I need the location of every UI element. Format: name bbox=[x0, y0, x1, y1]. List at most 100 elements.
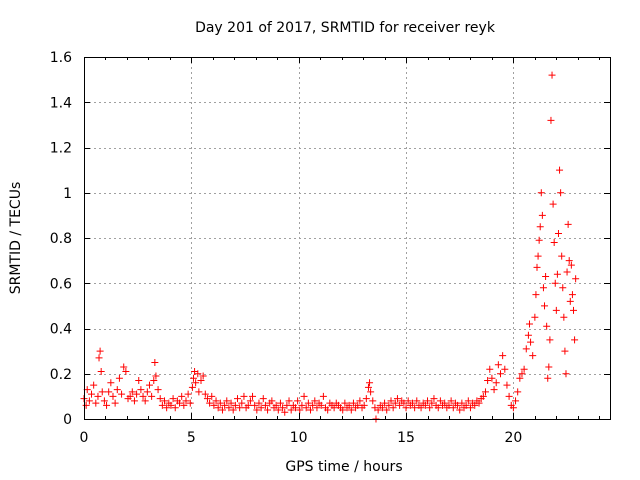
y-tick-label: 0.6 bbox=[50, 276, 72, 292]
data-point bbox=[203, 395, 211, 403]
data-point bbox=[541, 302, 549, 310]
data-point bbox=[481, 388, 489, 396]
data-point bbox=[531, 313, 539, 321]
data-point bbox=[552, 306, 560, 314]
data-point bbox=[393, 395, 401, 403]
data-point bbox=[554, 229, 562, 237]
data-point bbox=[499, 352, 507, 360]
data-point bbox=[560, 313, 568, 321]
data-point bbox=[447, 397, 455, 405]
data-point bbox=[257, 404, 265, 412]
data-point bbox=[553, 270, 561, 278]
data-point bbox=[223, 397, 231, 405]
data-point bbox=[367, 388, 375, 396]
data-point bbox=[82, 401, 90, 409]
data-point bbox=[249, 392, 257, 400]
data-point bbox=[364, 383, 372, 391]
data-point bbox=[421, 401, 429, 409]
data-point bbox=[385, 401, 393, 409]
data-point bbox=[137, 386, 145, 394]
data-point bbox=[566, 297, 574, 305]
y-tick-label: 0.4 bbox=[50, 322, 72, 338]
data-point bbox=[535, 236, 543, 244]
data-point bbox=[192, 379, 200, 387]
data-point bbox=[225, 404, 233, 412]
data-point bbox=[195, 388, 203, 396]
y-tick-label: 1.4 bbox=[50, 95, 72, 111]
data-point bbox=[111, 399, 119, 407]
data-point bbox=[96, 347, 104, 355]
data-point bbox=[244, 401, 252, 409]
data-point bbox=[122, 367, 130, 375]
data-point bbox=[197, 377, 205, 385]
y-axis-label: SRMTID / TECUs bbox=[8, 182, 24, 295]
data-point bbox=[218, 406, 226, 414]
data-point bbox=[466, 404, 474, 412]
data-point bbox=[383, 406, 391, 414]
data-point bbox=[402, 404, 410, 412]
data-point bbox=[548, 71, 556, 79]
data-point bbox=[349, 399, 357, 407]
data-point bbox=[234, 395, 242, 403]
data-point bbox=[212, 397, 220, 405]
data-point bbox=[381, 399, 389, 407]
x-axis-label: GPS time / hours bbox=[285, 459, 402, 475]
data-point bbox=[404, 397, 412, 405]
data-point bbox=[514, 388, 522, 396]
data-point bbox=[501, 365, 509, 373]
data-point bbox=[505, 392, 513, 400]
data-point bbox=[283, 401, 291, 409]
data-point bbox=[148, 392, 156, 400]
data-point bbox=[285, 397, 293, 405]
data-point bbox=[251, 401, 259, 409]
data-point bbox=[135, 377, 143, 385]
data-point bbox=[428, 399, 436, 407]
data-point bbox=[307, 406, 315, 414]
y-tick-label: 1.6 bbox=[50, 50, 72, 66]
y-tick-label: 0.2 bbox=[50, 367, 72, 383]
data-point bbox=[550, 239, 558, 247]
data-point bbox=[509, 404, 517, 412]
data-point bbox=[557, 189, 565, 197]
data-point bbox=[259, 395, 267, 403]
data-point bbox=[156, 395, 164, 403]
data-point bbox=[366, 379, 374, 387]
data-point bbox=[544, 374, 552, 382]
data-point bbox=[276, 399, 284, 407]
data-points bbox=[80, 71, 580, 423]
data-point bbox=[413, 397, 421, 405]
data-point bbox=[564, 220, 572, 228]
data-point bbox=[98, 388, 106, 396]
data-point bbox=[120, 363, 128, 371]
data-point bbox=[570, 306, 578, 314]
data-point bbox=[434, 404, 442, 412]
data-point bbox=[516, 374, 524, 382]
data-point bbox=[154, 386, 162, 394]
data-point bbox=[194, 370, 202, 378]
data-point bbox=[163, 404, 171, 412]
data-point bbox=[188, 383, 196, 391]
data-point bbox=[115, 374, 123, 382]
data-point bbox=[539, 284, 547, 292]
data-point bbox=[471, 401, 479, 409]
y-tick-label: 1 bbox=[63, 186, 72, 202]
data-point bbox=[462, 401, 470, 409]
data-point bbox=[113, 386, 121, 394]
x-tick-label: 15 bbox=[397, 430, 415, 446]
data-point bbox=[556, 166, 564, 174]
x-tick-label: 5 bbox=[187, 430, 196, 446]
data-point bbox=[152, 372, 160, 380]
grid-lines bbox=[84, 57, 610, 419]
y-tick-label: 0 bbox=[63, 412, 72, 428]
data-point bbox=[291, 404, 299, 412]
data-point bbox=[298, 401, 306, 409]
data-point bbox=[524, 331, 532, 339]
data-point bbox=[400, 399, 408, 407]
data-point bbox=[426, 404, 434, 412]
data-point bbox=[311, 397, 319, 405]
data-point bbox=[279, 404, 287, 412]
data-point bbox=[562, 370, 570, 378]
data-point bbox=[272, 401, 280, 409]
data-point bbox=[538, 211, 546, 219]
